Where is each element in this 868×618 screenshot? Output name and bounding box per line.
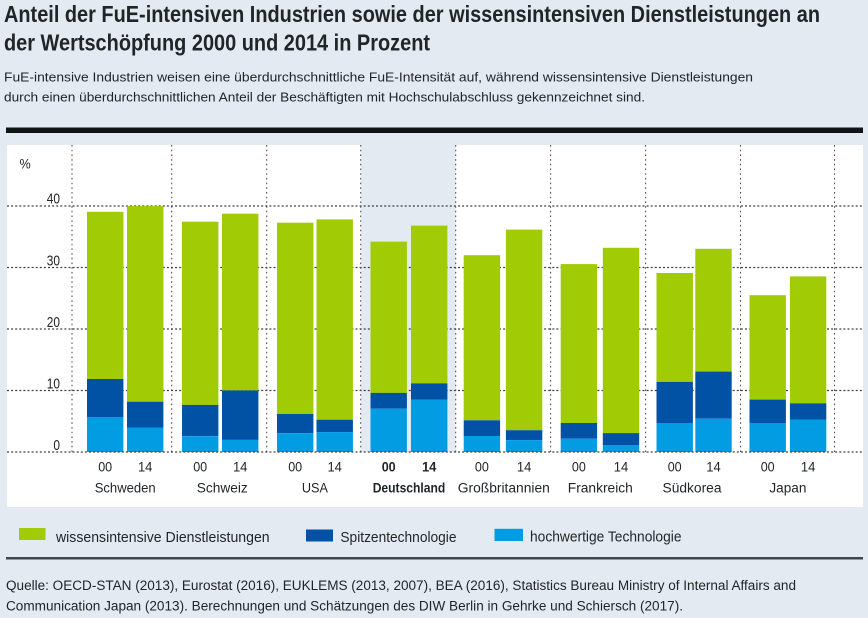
svg-text:30: 30	[47, 252, 60, 269]
svg-text:14: 14	[801, 459, 816, 474]
svg-text:Großbritannien: Großbritannien	[458, 481, 550, 497]
svg-text:Japan: Japan	[769, 481, 806, 497]
svg-text:Deutschland: Deutschland	[373, 481, 446, 497]
svg-text:Spitzentechnologie: Spitzentechnologie	[340, 529, 456, 546]
svg-text:der Wertschöpfung 2000 und 201: der Wertschöpfung 2000 und 2014 in Proze…	[4, 30, 430, 56]
svg-text:Quelle: OECD-STAN (2013), Euro: Quelle: OECD-STAN (2013), Eurostat (2016…	[6, 578, 796, 593]
svg-text:00: 00	[382, 459, 396, 474]
svg-text:Schweiz: Schweiz	[197, 481, 248, 497]
svg-text:hochwertige Technologie: hochwertige Technologie	[530, 529, 682, 546]
svg-text:14: 14	[327, 459, 342, 474]
svg-text:20: 20	[47, 314, 60, 331]
svg-text:wissensintensive Dienstleistun: wissensintensive Dienstleistungen	[55, 529, 270, 546]
svg-text:durch einen überdurchschnittli: durch einen überdurchschnittlichen Antei…	[4, 90, 645, 105]
svg-text:00: 00	[98, 459, 112, 474]
svg-text:Schweden: Schweden	[95, 481, 156, 497]
svg-text:10: 10	[47, 375, 60, 392]
svg-text:00: 00	[288, 459, 302, 474]
svg-text:0: 0	[53, 437, 60, 454]
svg-text:14: 14	[517, 459, 532, 474]
svg-text:Communication Japan (2013). Be: Communication Japan (2013). Berechnungen…	[6, 599, 683, 614]
svg-text:Südkorea: Südkorea	[663, 481, 722, 497]
svg-text:Anteil der FuE-intensiven Indu: Anteil der FuE-intensiven Industrien sow…	[4, 1, 820, 27]
svg-text:14: 14	[614, 459, 629, 474]
svg-text:40: 40	[47, 191, 60, 208]
svg-text:%: %	[20, 156, 31, 172]
svg-text:USA: USA	[302, 481, 328, 497]
svg-text:00: 00	[475, 459, 489, 474]
svg-text:FuE-intensive Industrien weise: FuE-intensive Industrien weisen eine übe…	[4, 70, 753, 85]
svg-text:00: 00	[761, 459, 775, 474]
svg-text:14: 14	[706, 459, 721, 474]
svg-text:00: 00	[572, 459, 586, 474]
svg-text:00: 00	[668, 459, 682, 474]
svg-text:14: 14	[138, 459, 153, 474]
svg-text:14: 14	[422, 459, 437, 474]
svg-text:Frankreich: Frankreich	[568, 481, 633, 497]
svg-text:00: 00	[193, 459, 207, 474]
svg-text:14: 14	[233, 459, 248, 474]
